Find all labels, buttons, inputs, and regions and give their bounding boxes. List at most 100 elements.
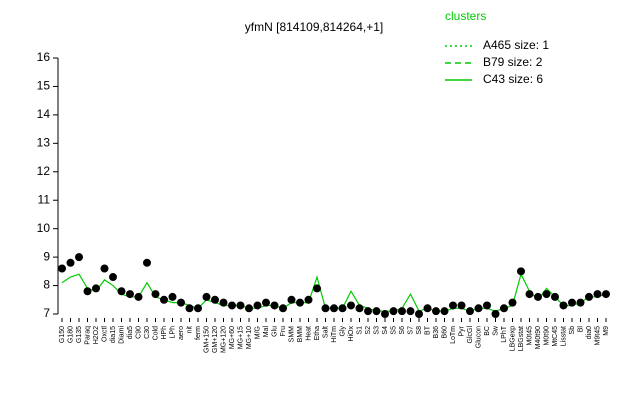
data-point [542,290,551,299]
data-point [321,304,330,313]
x-tick-label: dia15 [110,326,117,343]
legend-label: C43 size: 6 [483,72,543,86]
data-point [372,307,381,316]
x-tick-label: S3 [373,326,380,335]
x-tick-label: Lisstat [560,326,567,346]
data-point [517,267,525,276]
data-point [126,290,134,299]
x-tick-label: S4 [382,326,389,335]
data-point [508,298,517,307]
data-point [534,292,542,301]
data-point [109,273,117,282]
data-point [92,284,100,293]
data-point [83,287,92,296]
x-tick-label: Etha [314,326,321,341]
data-point [559,301,568,310]
y-tick-label: 8 [43,278,50,292]
data-point [602,290,610,299]
chart-title: yfmN [814109,814264,+1] [245,20,383,34]
y-tick-label: 10 [37,221,51,235]
x-tick-label: HPh [161,326,168,340]
x-tick-label: Glu [271,326,278,337]
x-tick-label: Oxctl [101,326,108,342]
data-point [143,258,151,267]
x-tick-label: S8 [416,326,423,335]
x-tick-label: B60 [441,326,448,339]
data-point [245,304,253,313]
x-tick-label: Sw [492,325,499,336]
x-tick-label: dia0 [586,326,593,339]
x-tick-label: M0t45 [526,326,533,346]
legend-label: B79 size: 2 [483,55,543,69]
data-point [75,253,83,262]
data-point [304,295,313,304]
data-point [117,287,126,296]
x-tick-label: MG+120 [220,326,227,353]
data-point [364,307,372,316]
x-tick-label: Salt [322,326,329,338]
data-point [500,304,508,313]
x-tick-label: BT [424,325,431,335]
x-tick-label: BMM [297,326,304,343]
x-tick-label: G150 [59,326,66,343]
data-point [406,307,415,316]
data-point [177,298,185,307]
x-tick-label: Diami [118,326,125,344]
data-point [313,284,321,293]
x-tick-label: GM+120 [212,326,219,353]
data-point [474,304,483,313]
data-point [381,310,389,318]
x-tick-label: MG+15 [237,326,244,349]
x-tick-label: C30 [144,326,151,339]
data-point [551,292,559,301]
data-point [202,292,211,301]
legend-label: A465 size: 1 [483,38,549,52]
data-point [415,310,423,318]
x-tick-label: M9 [603,326,610,336]
x-tick-label: Cold [152,326,159,341]
data-point [279,304,287,313]
data-point [423,304,432,313]
x-tick-label: Gly [339,326,346,337]
x-tick-label: LBGexp [509,326,516,351]
x-tick-label: SMM [288,326,295,343]
x-tick-label: S5 [390,326,397,335]
legend-title: clusters [445,9,486,23]
x-tick-label: dia5 [127,326,134,339]
x-tick-label: H2O2 [93,326,100,344]
data-point [58,264,66,273]
x-tick-label: LoTm [450,326,457,344]
data-point [66,258,75,267]
data-point [296,298,304,307]
data-point [151,290,160,299]
x-tick-label: MG+10 [246,326,253,349]
y-tick-label: 15 [37,79,51,93]
x-tick-label: S2 [365,326,372,335]
y-tick-label: 11 [38,192,51,206]
x-tick-label: aero [178,326,185,340]
x-tick-label: M40t90 [535,326,542,349]
data-point [449,301,457,310]
data-point [440,307,449,316]
data-point [185,304,194,313]
x-tick-label: HiTm [331,326,338,343]
data-point [228,301,236,310]
x-tick-label: GM+150 [203,326,210,353]
data-point [219,298,228,307]
data-point [347,301,355,310]
data-point [593,290,602,299]
x-tick-label: nit [186,326,193,333]
data-point [100,264,109,273]
x-tick-label: HiOx [348,326,355,342]
data-point [355,304,364,313]
data-point [525,290,534,299]
data-point [160,295,168,304]
data-point [262,298,270,307]
data-point [270,301,279,310]
data-point [211,295,219,304]
x-tick-label: Paraq [84,326,91,345]
data-point [457,301,466,310]
x-tick-label: MtC45 [552,326,559,347]
data-point [287,295,296,304]
data-point [194,304,202,313]
